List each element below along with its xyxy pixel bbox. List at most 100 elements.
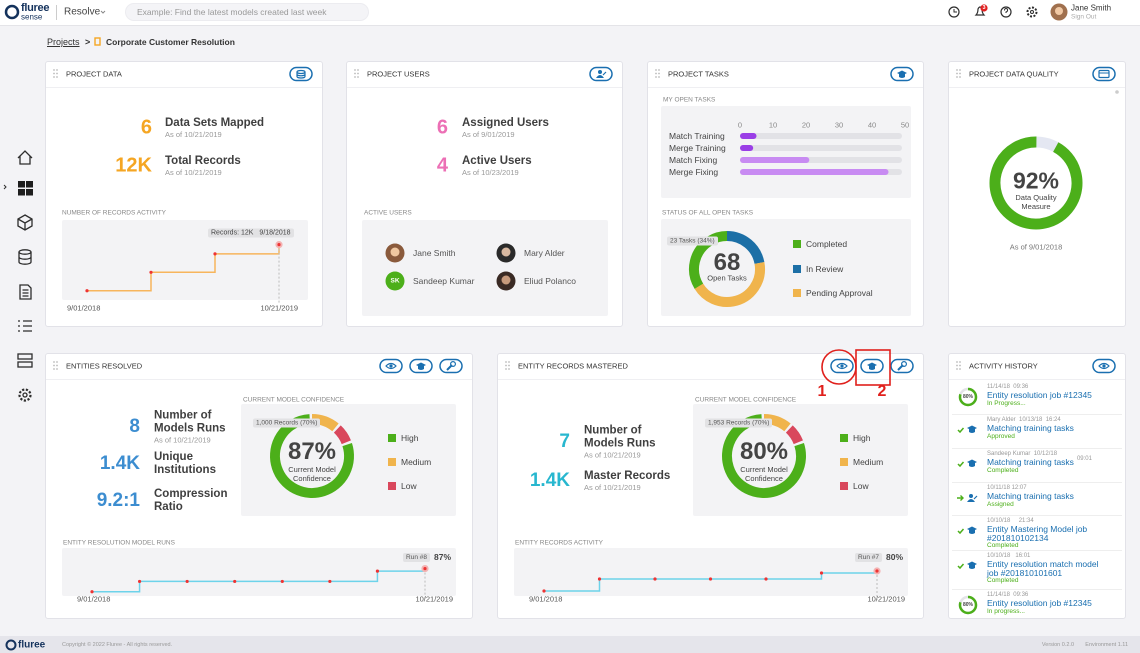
data-point <box>375 569 380 573</box>
icon-bell[interactable] <box>974 6 986 16</box>
search-box[interactable] <box>125 3 369 21</box>
activity-item[interactable]: 11/14/18 09:36 Entity resolution job #123… <box>987 591 1101 616</box>
activity-title-row: Matching training tasks 09:01 <box>987 456 1101 467</box>
icon <box>836 362 848 370</box>
activity-item[interactable]: Sandeep Kumar 10/12/18 Matching training … <box>987 450 1101 475</box>
kpi-date: As of 10/21/2019 <box>584 450 641 460</box>
section-title: NUMBER OF RECORDS ACTIVITY <box>62 209 167 217</box>
icon <box>598 70 602 74</box>
drag-handle <box>354 69 356 71</box>
nav-reports[interactable] <box>19 284 32 300</box>
x-start-label: 9/01/2018 <box>529 594 563 604</box>
kpi-value: 7 <box>559 431 570 452</box>
kpi-value: 9.2:1 <box>96 490 140 511</box>
kpi-text: Number of Models Runs As of 10/21/2019 <box>154 410 234 445</box>
drag-handle <box>956 368 958 370</box>
list-divider <box>952 550 1122 551</box>
bar-label: Merge Fixing <box>669 167 719 177</box>
section-title: CURRENT MODEL CONFIDENCE <box>695 396 797 404</box>
data-point <box>185 579 189 584</box>
breadcrumb-link[interactable]: Projects <box>47 37 80 47</box>
card-title: PROJECT DATA <box>66 69 122 79</box>
drag-handle <box>357 72 359 75</box>
breadcrumb-separator: > <box>85 37 91 47</box>
activity-meta: 10/10/18 21:34 <box>987 518 1034 524</box>
chart-area <box>661 219 911 316</box>
activity-status: Completed <box>987 542 1019 549</box>
icon <box>969 565 975 569</box>
activity-title: Entity resolution job #12345 <box>987 390 1092 400</box>
donut-center-label: Current Model Confidence <box>288 465 336 483</box>
activity-meta: Mary Alder 10/13/18 16:24 <box>987 417 1061 423</box>
legend-swatch <box>793 240 801 248</box>
nav-dashboard[interactable] <box>26 189 33 196</box>
nav-dashboard[interactable] <box>18 181 25 188</box>
user-avatar <box>385 271 405 291</box>
notification-badge <box>980 4 988 12</box>
icon <box>969 429 975 433</box>
activity-item[interactable]: 10/11/18 12:07 Matching training tasks Ass… <box>987 484 1101 509</box>
app-menu[interactable]: Resolve <box>64 6 101 18</box>
icon-settings[interactable] <box>1026 6 1038 18</box>
kpi-text: Total Records As of 10/21/2019 <box>165 155 241 177</box>
drag-handle <box>959 364 961 367</box>
drag-handle <box>959 76 961 78</box>
x-tick-label: 50 <box>900 120 910 130</box>
donut-center-label: Current Model Confidence <box>740 465 788 483</box>
card-action-button[interactable] <box>1092 66 1116 82</box>
legend-swatch <box>388 458 396 466</box>
activity-meta: 11/14/18 09:36 <box>987 384 1029 390</box>
drag-handle <box>354 72 356 75</box>
card-title: PROJECT USERS <box>367 69 430 79</box>
icon-settings <box>1030 10 1034 14</box>
nav-models[interactable] <box>17 214 33 231</box>
legend-label: Completed <box>806 239 848 249</box>
card <box>948 353 1126 619</box>
footer <box>0 636 1140 653</box>
kpi-text: Unique Institutions <box>154 451 234 477</box>
activity-item[interactable]: 11/14/18 09:36 Entity resolution job #123… <box>987 383 1101 408</box>
icon-help[interactable] <box>1000 6 1012 18</box>
icon <box>450 361 457 368</box>
drag-handle <box>56 69 58 71</box>
data-point <box>280 579 284 584</box>
card-action-button[interactable] <box>589 66 613 82</box>
legend-swatch <box>793 289 801 297</box>
activity-item[interactable]: Mary Alder 10/13/18 16:24 Matching traini… <box>987 416 1101 441</box>
drag-handle <box>505 364 507 367</box>
nav-dashboard[interactable] <box>18 189 25 196</box>
data-point <box>708 577 713 581</box>
nav-tasks[interactable] <box>18 320 32 332</box>
line-segment <box>329 571 379 583</box>
chart-area <box>362 220 608 316</box>
activity-title: Matching training tasks <box>987 457 1074 467</box>
x-tick-label: 20 <box>801 120 811 130</box>
activity-status: Approved <box>987 432 1015 440</box>
kpi-value: 4 <box>436 154 448 177</box>
nav-home[interactable] <box>17 150 33 165</box>
icon-history[interactable] <box>948 6 960 18</box>
drag-handle <box>956 361 958 363</box>
activity-title-row: Entity Mastering Model job #201810102134 <box>987 525 1101 542</box>
logo-text: fluree <box>21 2 50 14</box>
drag-handle <box>959 368 961 370</box>
nav-settings[interactable] <box>18 388 32 402</box>
chart-area <box>661 106 911 198</box>
drag-handle <box>56 361 58 363</box>
data-point <box>542 589 546 593</box>
drag-handle <box>53 69 55 71</box>
user-avatar <box>501 275 511 285</box>
activity-item[interactable]: 10/10/18 21:34 Entity Mastering Model job… <box>987 517 1101 550</box>
legend-swatch <box>840 458 848 466</box>
icon <box>973 495 978 500</box>
kpi-date: As of 10/21/2019 <box>154 435 211 445</box>
chart-tooltip: Run #8 87% <box>403 552 451 562</box>
logo-mark <box>5 639 17 651</box>
kpi-label: Number of Models Runs <box>154 409 226 435</box>
sign-out[interactable]: Sign Out <box>1071 13 1097 21</box>
nav-dashboard[interactable] <box>26 181 33 188</box>
card-header-divider <box>648 87 923 88</box>
nav-jobs[interactable] <box>17 353 33 360</box>
activity-item[interactable]: 10/10/18 16:01 Entity resolution match mo… <box>987 552 1101 585</box>
kpi-label: Data Sets Mapped <box>165 117 265 129</box>
